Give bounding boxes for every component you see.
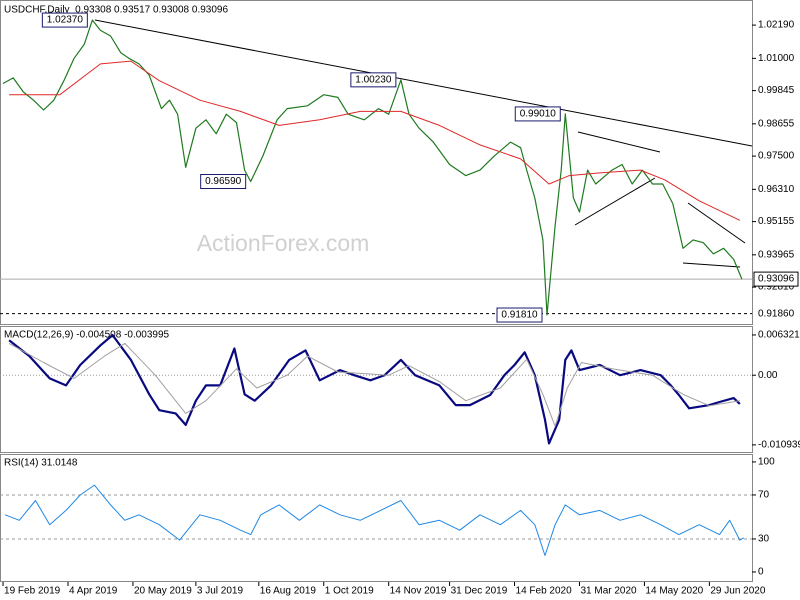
series-line xyxy=(8,342,740,427)
annotation-label: 0.99010 xyxy=(520,109,557,120)
annotation-box xyxy=(200,174,247,190)
annotation-label: 0.91810 xyxy=(501,310,538,321)
y-tick-label: 0.97500 xyxy=(758,151,795,162)
y-tick-label: 100 xyxy=(758,457,775,468)
annotation-box xyxy=(514,106,561,122)
x-tick-label: 14 Nov 2019 xyxy=(390,586,447,597)
price-label: 0.91860 xyxy=(758,308,795,319)
trend-line xyxy=(574,177,656,226)
annotation-label: 1.02370 xyxy=(47,15,84,26)
trend-line xyxy=(682,262,741,268)
y-tick-label: -0.010939 xyxy=(758,440,800,451)
price-label: 0.93096 xyxy=(758,274,795,285)
y-tick-label: 0.93965 xyxy=(758,249,795,260)
chart-title: USDCHF,Daily 0.93308 0.93517 0.93008 0.9… xyxy=(4,5,228,16)
annotation-box xyxy=(41,12,88,28)
x-tick-label: 14 Feb 2020 xyxy=(516,586,573,597)
y-tick-label: 0.96310 xyxy=(758,184,795,195)
y-tick-label: 70 xyxy=(758,490,770,501)
series-line xyxy=(4,484,745,556)
trend-line xyxy=(687,202,746,244)
y-tick-label: 1.02190 xyxy=(758,20,795,31)
annotation-label: 0.96590 xyxy=(205,176,242,187)
series-line xyxy=(9,60,741,221)
trend-line xyxy=(94,19,753,147)
x-tick-label: 4 Apr 2019 xyxy=(69,586,118,597)
y-tick-label: 30 xyxy=(758,534,770,545)
x-tick-label: 31 Mar 2020 xyxy=(580,586,637,597)
macd-panel xyxy=(0,326,753,453)
x-tick-label: 14 May 2020 xyxy=(645,586,703,597)
x-tick-label: 29 Jun 2020 xyxy=(710,586,765,597)
y-tick-label: 1.01000 xyxy=(758,53,795,64)
x-tick-label: 3 Jul 2019 xyxy=(197,586,244,597)
chart-title: MACD(12,26,9) -0.004508 -0.003995 xyxy=(4,330,170,341)
annotation-label: 1.00230 xyxy=(355,74,392,85)
y-tick-label: 0.92810 xyxy=(758,282,795,293)
chart-title: RSI(14) 31.0148 xyxy=(4,458,78,469)
x-tick-label: 31 Dec 2019 xyxy=(451,586,508,597)
watermark: ActionForex.com xyxy=(197,230,370,256)
price-panel xyxy=(0,0,753,325)
y-tick-label: 0.98655 xyxy=(758,118,795,129)
y-tick-label: 0.99845 xyxy=(758,85,795,96)
x-tick-label: 16 Aug 2019 xyxy=(260,586,317,597)
y-tick-label: 0 xyxy=(758,567,764,578)
x-tick-label: 1 Oct 2019 xyxy=(325,586,374,597)
trend-line xyxy=(577,131,661,153)
trend-lines xyxy=(94,19,753,268)
price-label-bg xyxy=(754,307,798,320)
price-label-box xyxy=(753,271,799,287)
rsi-panel xyxy=(0,454,753,582)
series-line xyxy=(8,334,741,445)
y-tick-label: 0.95155 xyxy=(758,216,795,227)
annotation-box xyxy=(350,72,397,88)
x-tick-label: 20 May 2019 xyxy=(134,586,192,597)
y-tick-label: 0.00 xyxy=(758,370,778,381)
y-tick-label: 0.006321 xyxy=(758,330,800,341)
x-tick-label: 19 Feb 2019 xyxy=(4,586,61,597)
annotation-box xyxy=(496,307,543,323)
